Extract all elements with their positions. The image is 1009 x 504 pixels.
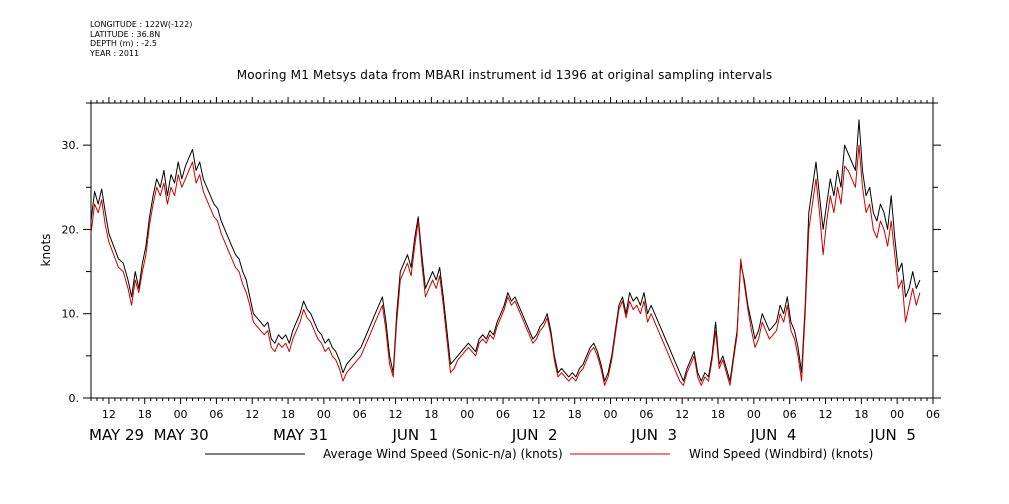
x-hour-label: 06: [496, 408, 510, 421]
legend-label-1: Wind Speed (Windbird) (knots): [689, 447, 873, 461]
y-tick-label: 0.: [69, 392, 80, 405]
longitude-text: LONGITUDE : 122W(-122): [90, 20, 193, 29]
labels-group: 0. 10. 20. 30. knots 12 18 00 06 12 18 00 06 12 18 00 06…: [39, 139, 940, 444]
x-hour-label: 18: [281, 408, 295, 421]
latitude-text: LATITUDE : 36.8N: [90, 29, 161, 39]
series-group: [90, 119, 921, 386]
y-tick-label: 30.: [62, 139, 80, 152]
plot-frame: [90, 102, 934, 399]
x-hour-label: 06: [926, 408, 940, 421]
x-day-label: JUN 1: [391, 426, 438, 444]
legend-label-0: Average Wind Speed (Sonic-n/a) (knots): [323, 447, 563, 461]
x-day-label: MAY 29: [89, 426, 144, 444]
x-hour-label: 00: [317, 408, 331, 421]
x-day-label: JUN 5: [869, 426, 916, 444]
y-tick-label: 10.: [62, 308, 80, 321]
x-hour-label: 18: [711, 408, 725, 421]
series-line-0: [90, 119, 921, 382]
x-hour-label: 12: [819, 408, 833, 421]
y-axis-label: knots: [39, 234, 53, 267]
x-day-label: JUN 3: [630, 426, 677, 444]
x-hour-label: 06: [353, 408, 367, 421]
x-hour-label: 06: [639, 408, 653, 421]
x-hour-label: 12: [675, 408, 689, 421]
x-hour-label: 18: [424, 408, 438, 421]
x-hour-label: 00: [460, 408, 474, 421]
x-hour-label: 12: [389, 408, 403, 421]
x-hour-label: 12: [245, 408, 259, 421]
x-hour-label: 00: [604, 408, 618, 421]
x-hour-label: 18: [138, 408, 152, 421]
x-hour-label: 12: [102, 408, 116, 421]
x-hour-label: 00: [747, 408, 761, 421]
axes-group: [83, 97, 941, 404]
chart-title: Mooring M1 Metsys data from MBARI instru…: [236, 68, 773, 82]
x-day-label: JUN 4: [750, 426, 797, 444]
x-day-label: JUN 2: [511, 426, 558, 444]
x-hour-label: 18: [854, 408, 868, 421]
y-tick-label: 20.: [62, 223, 80, 236]
x-hour-label: 18: [568, 408, 582, 421]
x-hour-label: 00: [174, 408, 188, 421]
x-hour-label: 06: [783, 408, 797, 421]
x-hour-label: 12: [532, 408, 546, 421]
x-hour-label: 00: [890, 408, 904, 421]
year-text: YEAR : 2011: [90, 48, 140, 58]
series-line-1: [90, 144, 921, 386]
depth-text: DEPTH (m) : -2.5: [90, 39, 157, 48]
x-day-label: MAY 31: [273, 426, 328, 444]
x-hour-label: 06: [209, 408, 223, 421]
x-day-label: MAY 30: [154, 426, 209, 444]
station-metadata: LONGITUDE : 122W(-122) LATITUDE : 36.8N …: [90, 20, 192, 58]
legend: Average Wind Speed (Sonic-n/a) (knots) Wi…: [205, 447, 873, 461]
